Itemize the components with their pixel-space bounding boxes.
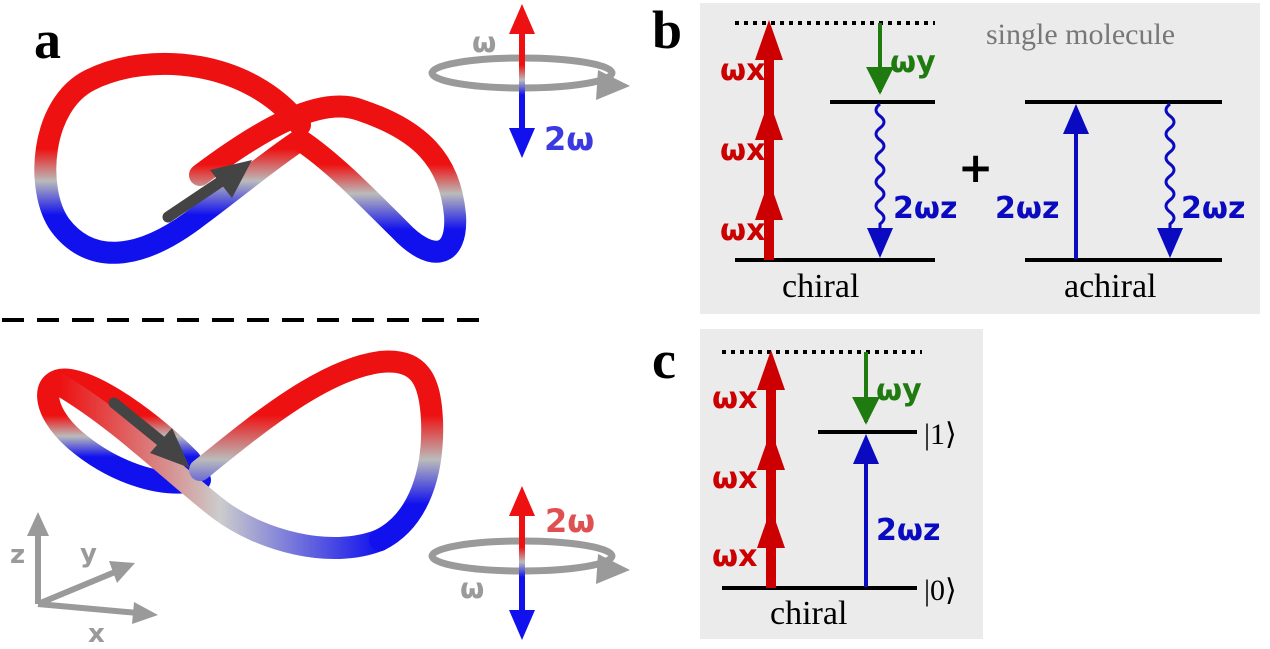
c-state-1-label: |1⟩ [924,418,957,451]
panel-b: b single molecule ωx ωx ωx ωy 2ωz chiral… [652,0,1260,314]
c-omega-x-label-1: ωx [712,381,757,416]
b-omega-x-label-2: ωx [720,133,765,168]
c-two-omega-z-label: 2ωz [876,513,940,548]
b-achiral-absorption-arrowhead [1063,104,1089,134]
b-achiral-emission-label: 2ωz [1181,191,1245,226]
c-omega-x-head-1 [757,350,785,390]
b-omega-x-head-2 [755,100,783,140]
bottom-ribbon [37,350,444,560]
c-omega-x-arrows [757,350,785,588]
bottom-ribbon-cross-strand [49,374,391,560]
top-ribbon [34,52,467,264]
top-ribbon-arrowhead [210,160,252,198]
b-achiral-absorption-label: 2ωz [995,191,1059,226]
top-field-down-arrowhead [509,128,535,158]
panel-c: c ωx ωx ωx ωy 2ωz |1⟩ |0⟩ chiral [652,329,983,639]
top-field-bar [519,30,525,130]
bottom-ribbon-right-lobe [189,350,444,551]
top-field-up-arrowhead [509,4,535,34]
z-axis-arrowhead [27,512,49,536]
bottom-rotation-label: ω [460,572,484,605]
b-omega-y-label: ωy [890,45,936,80]
panel-b-label: b [652,0,682,60]
c-omega-x-head-3 [757,508,785,548]
b-omega-x-head-3 [755,180,783,220]
b-chiral-wavy-emission [874,102,886,230]
b-chiral-wavy-arrowhead [867,228,893,258]
panel-c-label: c [652,330,676,390]
x-axis [37,601,139,616]
top-rotation-arrowhead [596,70,630,100]
c-omega-x-shaft [766,370,776,588]
bottom-field-up-arrowhead [509,486,535,516]
panel-a-label: a [34,10,61,70]
bottom-rotation-arrowhead [596,554,630,584]
b-chiral-label: chiral [782,268,859,305]
x-axis-arrowhead [132,602,158,624]
y-axis-arrowhead [109,561,135,583]
c-omega-x-head-2 [757,430,785,470]
b-achiral-wavy-arrowhead [1157,228,1183,258]
bottom-field-bar [519,512,525,612]
bottom-field-label: 2ω [545,502,595,540]
b-plus-sign: + [958,143,993,192]
x-axis-label: x [88,619,105,649]
y-axis [36,569,117,607]
y-axis-label: y [80,539,97,569]
b-omega-x-arrows [755,20,783,260]
b-omega-x-shaft [764,40,774,260]
b-achiral-label: achiral [1064,268,1157,305]
c-two-omega-z-arrowhead [853,434,879,464]
z-axis-label: z [10,540,25,570]
c-omega-x-label-3: ωx [712,539,757,574]
bottom-ribbon-arrowhead [150,428,190,468]
bottom-field-indicator: ω 2ω [428,486,630,640]
b-omega-x-label-1: ωx [720,53,765,88]
top-field-indicator: ω 2ω [428,4,630,158]
b-achiral-wavy-emission [1164,102,1176,230]
c-state-0-label: |0⟩ [924,574,957,607]
top-field-label: 2ω [544,120,594,158]
bottom-field-down-arrowhead [509,610,535,640]
panel-a: a ω 2ω ω [2,4,630,649]
top-ribbon-left-lobe [34,52,311,264]
c-omega-y-label: ωy [876,373,922,408]
c-omega-x-label-2: ωx [712,461,757,496]
top-ribbon-right-lobe [189,95,467,263]
b-omega-x-head-1 [755,20,783,60]
top-rotation-label: ω [472,26,496,59]
b-omega-x-label-3: ωx [720,213,765,248]
panel-b-caption: single molecule [986,18,1175,51]
coordinate-axes [27,512,158,624]
c-chiral-label: chiral [770,595,847,632]
b-chiral-two-omega-z-label: 2ωz [893,191,957,226]
